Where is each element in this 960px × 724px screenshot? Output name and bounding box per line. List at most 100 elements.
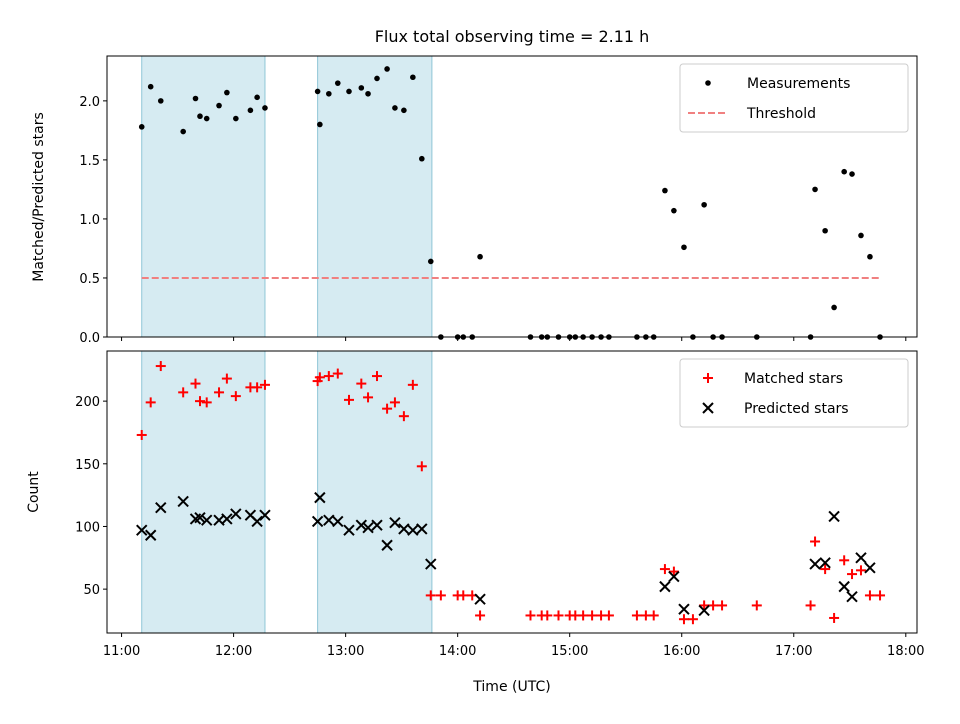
matched-star-point — [230, 391, 241, 402]
matched-star-point — [201, 397, 212, 408]
matched-star-point — [323, 371, 334, 382]
matched-star-point — [820, 564, 831, 575]
legend-box — [679, 63, 909, 133]
matched-star-point — [805, 600, 816, 611]
shaded-interval — [317, 350, 433, 634]
matched-star-point — [435, 590, 446, 601]
x-stroke — [846, 590, 858, 603]
predicted-star-point — [314, 491, 326, 504]
count-panel: 50 100 150 200 11:00 12:00 13:00 14:00 15:00 16:0… — [75, 350, 925, 659]
matched-star-point — [178, 387, 189, 398]
x-stroke — [343, 524, 355, 536]
x-stroke — [659, 580, 671, 593]
matched-star-point — [252, 382, 263, 393]
matched-star-point — [314, 372, 325, 383]
x-stroke — [698, 604, 710, 617]
x-stroke — [259, 509, 271, 521]
chart-title: Flux total observing time = 2.11 h — [375, 27, 650, 46]
measurement-point — [858, 232, 864, 239]
matched-star-point — [343, 394, 354, 405]
y-tick-label: 1.0 — [79, 213, 100, 228]
matched-star-point — [678, 614, 689, 625]
x-stroke — [819, 557, 831, 569]
predicted-star-point — [177, 495, 189, 508]
measurement-point — [867, 253, 873, 260]
x-stroke — [332, 515, 344, 528]
measurement-point — [358, 85, 365, 91]
predicted-star-point — [668, 570, 680, 583]
measurement-point — [157, 98, 164, 104]
matched-star-point — [603, 610, 614, 621]
shaded-interval — [141, 350, 266, 634]
measurement-point — [180, 128, 186, 135]
matched-star-point — [221, 373, 232, 384]
x-stroke — [381, 539, 393, 551]
x-tick-label: 13:00 — [327, 644, 364, 659]
x-tick-label: 15:00 — [551, 644, 588, 659]
matched-star-point — [425, 590, 436, 601]
matched-star-point — [416, 461, 427, 472]
predicted-star-point — [201, 514, 213, 526]
predicted-star-point — [251, 515, 263, 528]
measurement-point — [671, 207, 677, 214]
shaded-interval — [317, 55, 433, 338]
measurement-point — [401, 107, 407, 114]
y-tick-label: 2.0 — [79, 95, 100, 110]
ratio-y-axis-label: Matched/Predicted stars — [31, 112, 47, 282]
measurement-point — [392, 105, 398, 111]
x-stroke — [474, 593, 486, 605]
matched-star-point — [363, 392, 374, 403]
x-stroke — [213, 514, 225, 526]
measurement-point — [427, 258, 434, 265]
measurement-point — [374, 75, 380, 82]
matched-star-point — [542, 610, 553, 621]
measurement-point — [262, 105, 268, 111]
x-tick-label: 14:00 — [439, 644, 476, 659]
y-tick-label: 0.5 — [79, 272, 100, 287]
x-tick-label: 17:00 — [775, 644, 812, 659]
matched-star-point — [190, 378, 201, 389]
predicted-star-point — [838, 580, 850, 593]
measurement-point — [701, 201, 707, 208]
matched-star-point — [553, 610, 564, 621]
x-stroke — [355, 519, 368, 531]
predicted-star-point — [819, 557, 831, 569]
x-stroke — [155, 501, 167, 514]
x-tick-label: 11:00 — [103, 644, 140, 659]
matched-star-point — [839, 555, 850, 566]
predicted-star-point — [698, 604, 710, 617]
predicted-star-point — [144, 529, 157, 541]
x-stroke — [389, 516, 401, 529]
predicted-star-point — [407, 524, 419, 536]
x-stroke — [425, 558, 437, 570]
matched-star-point — [398, 411, 409, 422]
matched-star-point — [145, 397, 156, 408]
legend-label: Threshold — [746, 106, 816, 122]
matched-star-point — [717, 600, 728, 611]
x-stroke — [838, 580, 850, 593]
y-tick-label: 100 — [75, 520, 100, 535]
x-stroke — [311, 515, 324, 528]
predicted-star-point — [221, 513, 233, 525]
measurement-point — [365, 90, 371, 97]
predicted-star-point — [381, 539, 393, 551]
matched-star-point — [631, 610, 642, 621]
x-tick-label: 18:00 — [887, 644, 924, 659]
predicted-star-point — [809, 558, 821, 570]
matched-star-point — [525, 610, 536, 621]
measurement-point — [147, 83, 154, 90]
matched-star-point — [648, 610, 659, 621]
x-stroke — [398, 523, 410, 535]
y-tick-label: 50 — [83, 583, 100, 598]
predicted-star-point — [136, 524, 148, 536]
predicted-star-point — [155, 501, 167, 514]
axes-frame — [106, 55, 918, 338]
matched-star-point — [847, 569, 858, 580]
matched-star-point — [855, 565, 866, 576]
predicted-star-point — [343, 524, 355, 536]
matched-star-point — [372, 371, 382, 382]
legend: Matched stars Predicted stars — [679, 358, 909, 428]
x-stroke — [221, 513, 233, 525]
measurement-point — [822, 227, 828, 234]
x-stroke — [809, 558, 821, 570]
